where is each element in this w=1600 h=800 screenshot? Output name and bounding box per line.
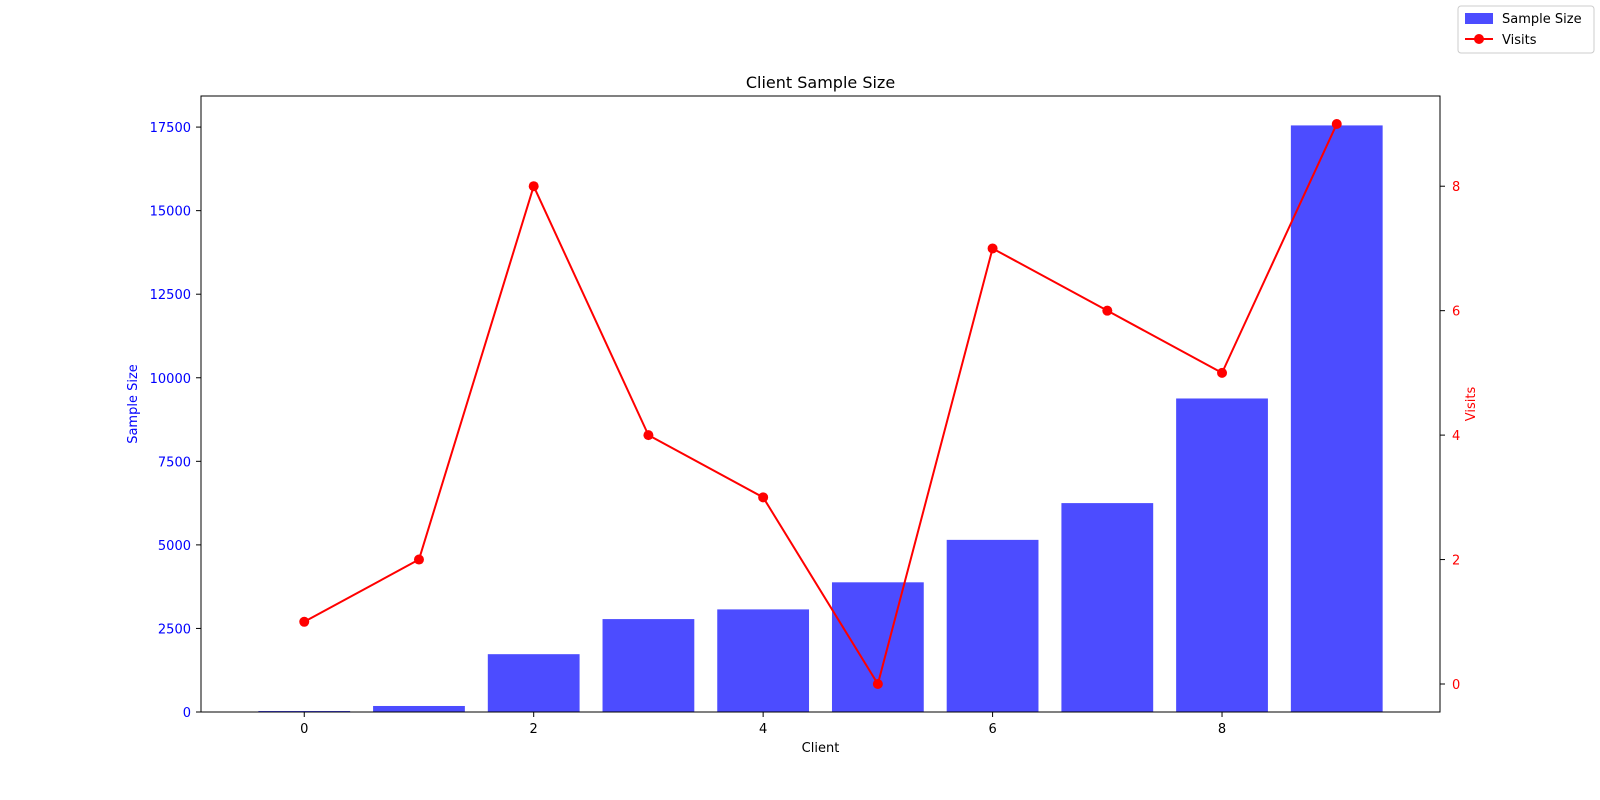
- y-left-tick-label: 12500: [150, 288, 191, 303]
- visits-point: [987, 243, 998, 254]
- visits-point: [643, 430, 654, 441]
- bar-series-sample-size: [258, 125, 1383, 713]
- y-left-tick-label: 5000: [158, 539, 191, 554]
- legend-label-visits: Visits: [1502, 33, 1537, 48]
- visits-point: [299, 616, 310, 627]
- x-axis-title: Client: [802, 741, 840, 756]
- y-left-tick-label: 10000: [150, 372, 191, 387]
- y-left-tick-label: 17500: [150, 121, 191, 136]
- y-left-tick-label: 2500: [158, 622, 191, 637]
- x-tick-label: 6: [988, 722, 996, 737]
- x-tick-label: 8: [1218, 722, 1226, 737]
- bar: [1290, 125, 1383, 713]
- bar: [1176, 398, 1268, 712]
- bar: [717, 609, 810, 712]
- bar: [487, 654, 580, 712]
- legend-marker-visits: [1474, 34, 1484, 44]
- visits-point: [528, 181, 539, 192]
- visits-point: [758, 492, 769, 503]
- visits-point: [872, 679, 883, 689]
- line-series-visits: [299, 119, 1342, 689]
- visits-point: [1102, 305, 1113, 316]
- bar: [831, 582, 924, 712]
- visits-point: [1217, 367, 1228, 378]
- x-tick-label: 4: [759, 722, 767, 737]
- y-left-tick-label: 15000: [150, 205, 191, 220]
- y-right-tick-label: 6: [1452, 305, 1460, 320]
- y-right-tick-label: 4: [1452, 429, 1460, 444]
- visits-point: [413, 554, 424, 565]
- axes: 0 2 4 6 8 0 2500 5000 7500 10000 12500 15000 17500 0 2…: [150, 95, 1460, 737]
- bar: [602, 619, 695, 712]
- bar: [373, 705, 465, 712]
- x-tick-label: 2: [530, 722, 538, 737]
- legend-label-sample-size: Sample Size: [1502, 12, 1582, 27]
- chart-title: Client Sample Size: [746, 73, 895, 92]
- y-right-axis-title: Visits: [1464, 387, 1479, 422]
- bar: [258, 710, 351, 712]
- bar: [1061, 503, 1154, 712]
- y-left-tick-label: 7500: [158, 455, 191, 470]
- legend: Sample Size Visits: [1457, 5, 1595, 54]
- y-right-tick-label: 0: [1452, 678, 1460, 693]
- visits-point: [1331, 119, 1342, 129]
- bar: [946, 539, 1039, 712]
- y-left-tick-label: 0: [183, 706, 191, 721]
- y-right-tick-label: 8: [1452, 180, 1460, 195]
- y-left-axis-title: Sample Size: [126, 364, 141, 444]
- visits-line: [303, 123, 1338, 685]
- y-right-tick-label: 2: [1452, 554, 1460, 569]
- legend-swatch-sample-size: [1465, 13, 1493, 24]
- x-tick-label: 0: [300, 722, 308, 737]
- plot-frame: [200, 95, 1441, 713]
